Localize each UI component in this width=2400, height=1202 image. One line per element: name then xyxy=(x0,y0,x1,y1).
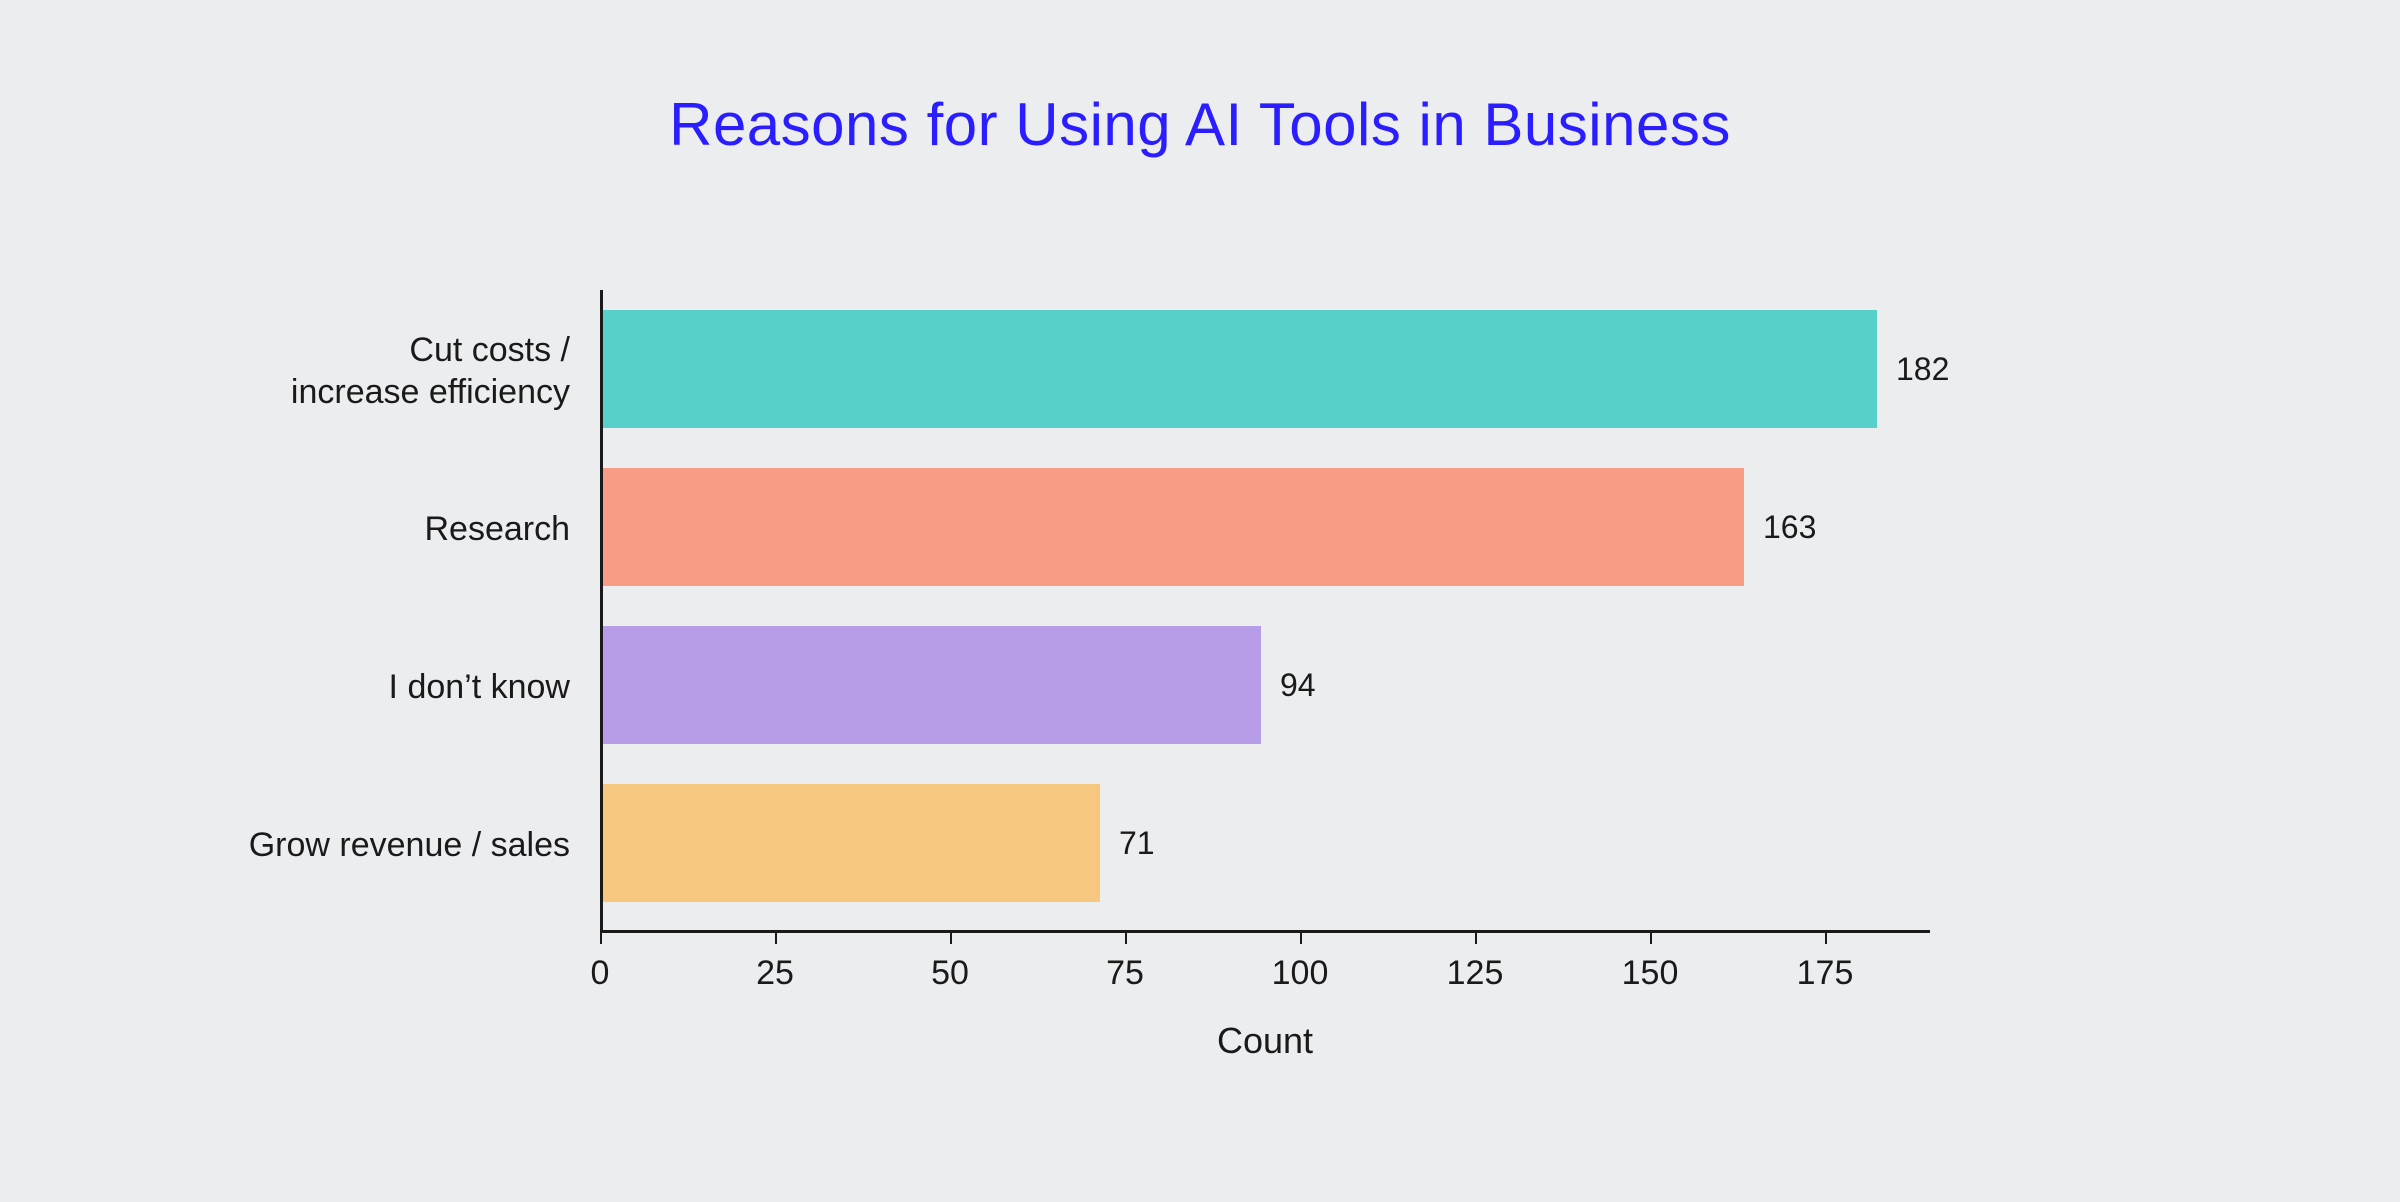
category-label: I don’t know xyxy=(140,666,570,709)
bar-value: 94 xyxy=(1280,667,1316,704)
x-tick-mark xyxy=(1825,930,1827,944)
category-label: Cut costs / increase efficiency xyxy=(140,329,570,414)
x-tick-label: 0 xyxy=(591,954,610,993)
bar-chart: 182Cut costs / increase efficiency163Res… xyxy=(600,300,1930,930)
chart-page: Reasons for Using AI Tools in Business 1… xyxy=(0,0,2400,1202)
x-tick-label: 50 xyxy=(931,954,969,993)
x-tick-mark xyxy=(1650,930,1652,944)
chart-title: Reasons for Using AI Tools in Business xyxy=(0,90,2400,159)
bar-value: 182 xyxy=(1896,351,1949,388)
x-tick-mark xyxy=(950,930,952,944)
x-tick-label: 100 xyxy=(1272,954,1329,993)
bar-value: 163 xyxy=(1763,509,1816,546)
x-tick-mark xyxy=(775,930,777,944)
x-axis-title: Count xyxy=(1217,1020,1313,1062)
bar-value: 71 xyxy=(1119,825,1155,862)
bar xyxy=(603,310,1877,428)
x-tick-mark xyxy=(1125,930,1127,944)
bar xyxy=(603,626,1261,744)
x-tick-label: 25 xyxy=(756,954,794,993)
x-tick-label: 175 xyxy=(1797,954,1854,993)
bar xyxy=(603,784,1100,902)
bar xyxy=(603,468,1744,586)
category-label: Grow revenue / sales xyxy=(140,824,570,867)
x-tick-label: 125 xyxy=(1447,954,1504,993)
x-tick-mark xyxy=(1475,930,1477,944)
x-axis-line xyxy=(600,930,1930,933)
x-tick-label: 75 xyxy=(1106,954,1144,993)
x-tick-label: 150 xyxy=(1622,954,1679,993)
x-tick-mark xyxy=(600,930,602,944)
x-tick-mark xyxy=(1300,930,1302,944)
category-label: Research xyxy=(140,508,570,551)
